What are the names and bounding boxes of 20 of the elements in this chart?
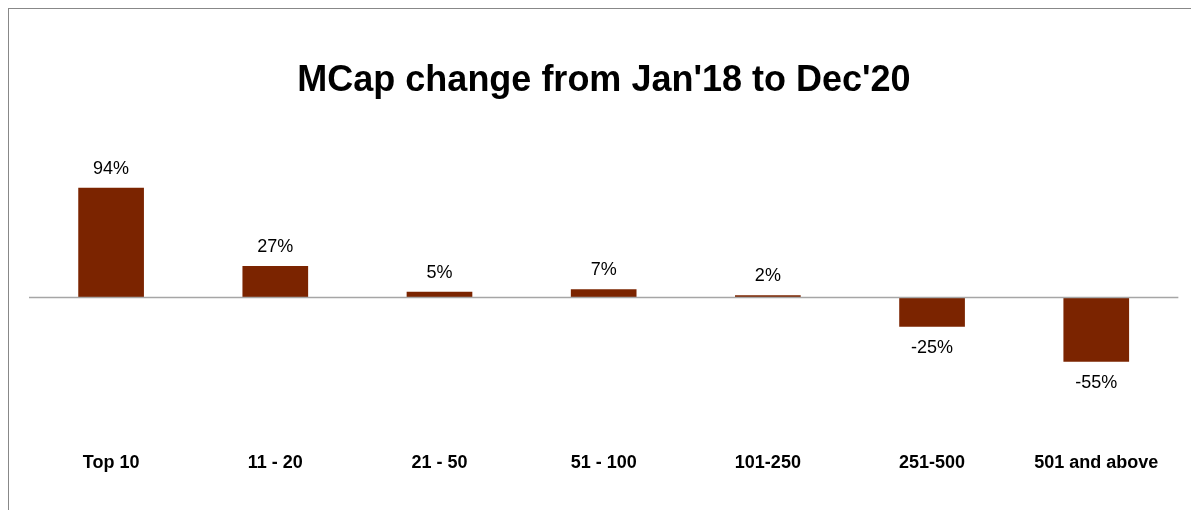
data-label: -25% (911, 336, 954, 357)
data-label: 7% (590, 259, 617, 280)
data-label: -55% (1075, 371, 1118, 392)
bar (899, 297, 965, 327)
x-tick-label: 11 - 20 (247, 452, 303, 473)
data-label: 2% (754, 265, 781, 286)
data-label: 5% (426, 261, 453, 282)
chart-title: MCap change from Jan'18 to Dec'20 (297, 57, 911, 99)
x-tick-label: 251-500 (899, 452, 966, 473)
bar (1063, 297, 1130, 362)
data-label: 94% (93, 157, 130, 178)
x-tick-label: Top 10 (82, 452, 140, 473)
x-tick-label: 51 - 100 (570, 452, 637, 473)
x-tick-label: 101-250 (734, 452, 801, 473)
bar (78, 187, 144, 298)
bar (242, 265, 309, 298)
x-tick-label: 501 and above (1034, 452, 1159, 473)
x-tick-label: 21 - 50 (411, 452, 468, 473)
data-label: 27% (257, 235, 294, 256)
bar (570, 289, 637, 298)
